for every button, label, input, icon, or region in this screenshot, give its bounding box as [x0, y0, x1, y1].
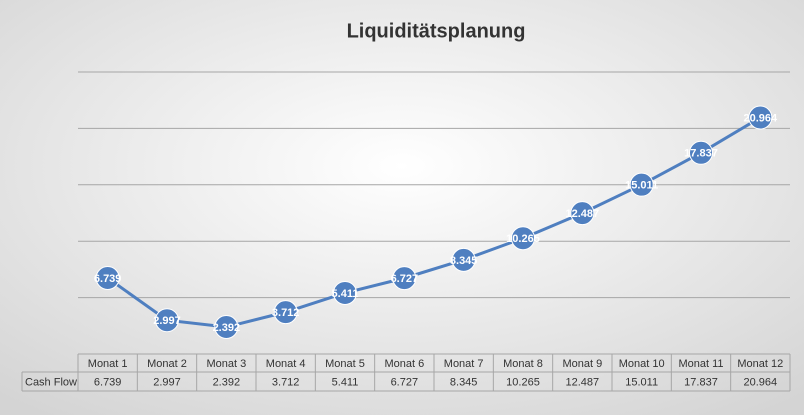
x-tick-label: Monat 7	[444, 358, 484, 370]
data-label: 6.739	[94, 273, 122, 285]
x-tick-label: Monat 3	[206, 358, 246, 370]
data-label: 5.411	[332, 288, 359, 300]
table-value: 2.392	[213, 376, 241, 388]
marker	[273, 300, 298, 325]
marker	[629, 172, 654, 197]
marker	[333, 280, 357, 305]
x-tick-label: Monat 11	[678, 358, 723, 370]
x-tick-label: Monat 8	[503, 358, 543, 370]
x-tick-label: Monat 5	[325, 358, 365, 370]
marker	[95, 265, 120, 290]
x-tick-label: Monat 4	[266, 358, 306, 370]
x-tick-label: Monat 6	[384, 358, 424, 370]
data-label: 2.997	[153, 315, 181, 327]
marker	[392, 266, 417, 291]
data-label: 6.727	[391, 273, 419, 285]
x-tick-label: Monat 9	[562, 358, 602, 370]
data-label: 3.712	[272, 307, 300, 319]
data-label: 2.392	[213, 322, 241, 334]
x-tick-label: Monat 1	[88, 358, 128, 370]
marker	[451, 247, 476, 272]
chart-title: Liquiditätsplanung	[347, 20, 526, 42]
marker	[570, 201, 595, 226]
table-value: 6.739	[94, 376, 122, 388]
table-value: 20.964	[744, 376, 778, 388]
legend-label: Cash Flow	[25, 376, 77, 388]
table-value: 17.837	[684, 376, 718, 388]
data-label: 15.011	[625, 180, 658, 192]
data-label: 10.265	[506, 233, 540, 245]
marker	[511, 226, 535, 251]
table-value: 2.997	[153, 376, 181, 388]
x-tick-label: Monat 2	[147, 358, 187, 370]
table-value: 8.345	[450, 376, 478, 388]
marker	[214, 315, 239, 340]
table-value: 5.411	[332, 376, 359, 388]
table-value: 15.011	[625, 376, 658, 388]
table-value: 6.727	[391, 376, 419, 388]
data-label: 8.345	[450, 255, 478, 267]
data-label: 17.837	[684, 148, 718, 160]
marker	[155, 308, 179, 333]
table-value: 12.487	[566, 376, 600, 388]
x-tick-label: Monat 12	[737, 358, 783, 370]
marker	[748, 105, 773, 130]
data-label: 12.487	[566, 208, 600, 220]
marker	[689, 140, 713, 165]
table-value: 3.712	[272, 376, 300, 388]
data-label: 20.964	[744, 112, 779, 124]
x-tick-label: Monat 10	[619, 358, 665, 370]
table-value: 10.265	[506, 376, 540, 388]
